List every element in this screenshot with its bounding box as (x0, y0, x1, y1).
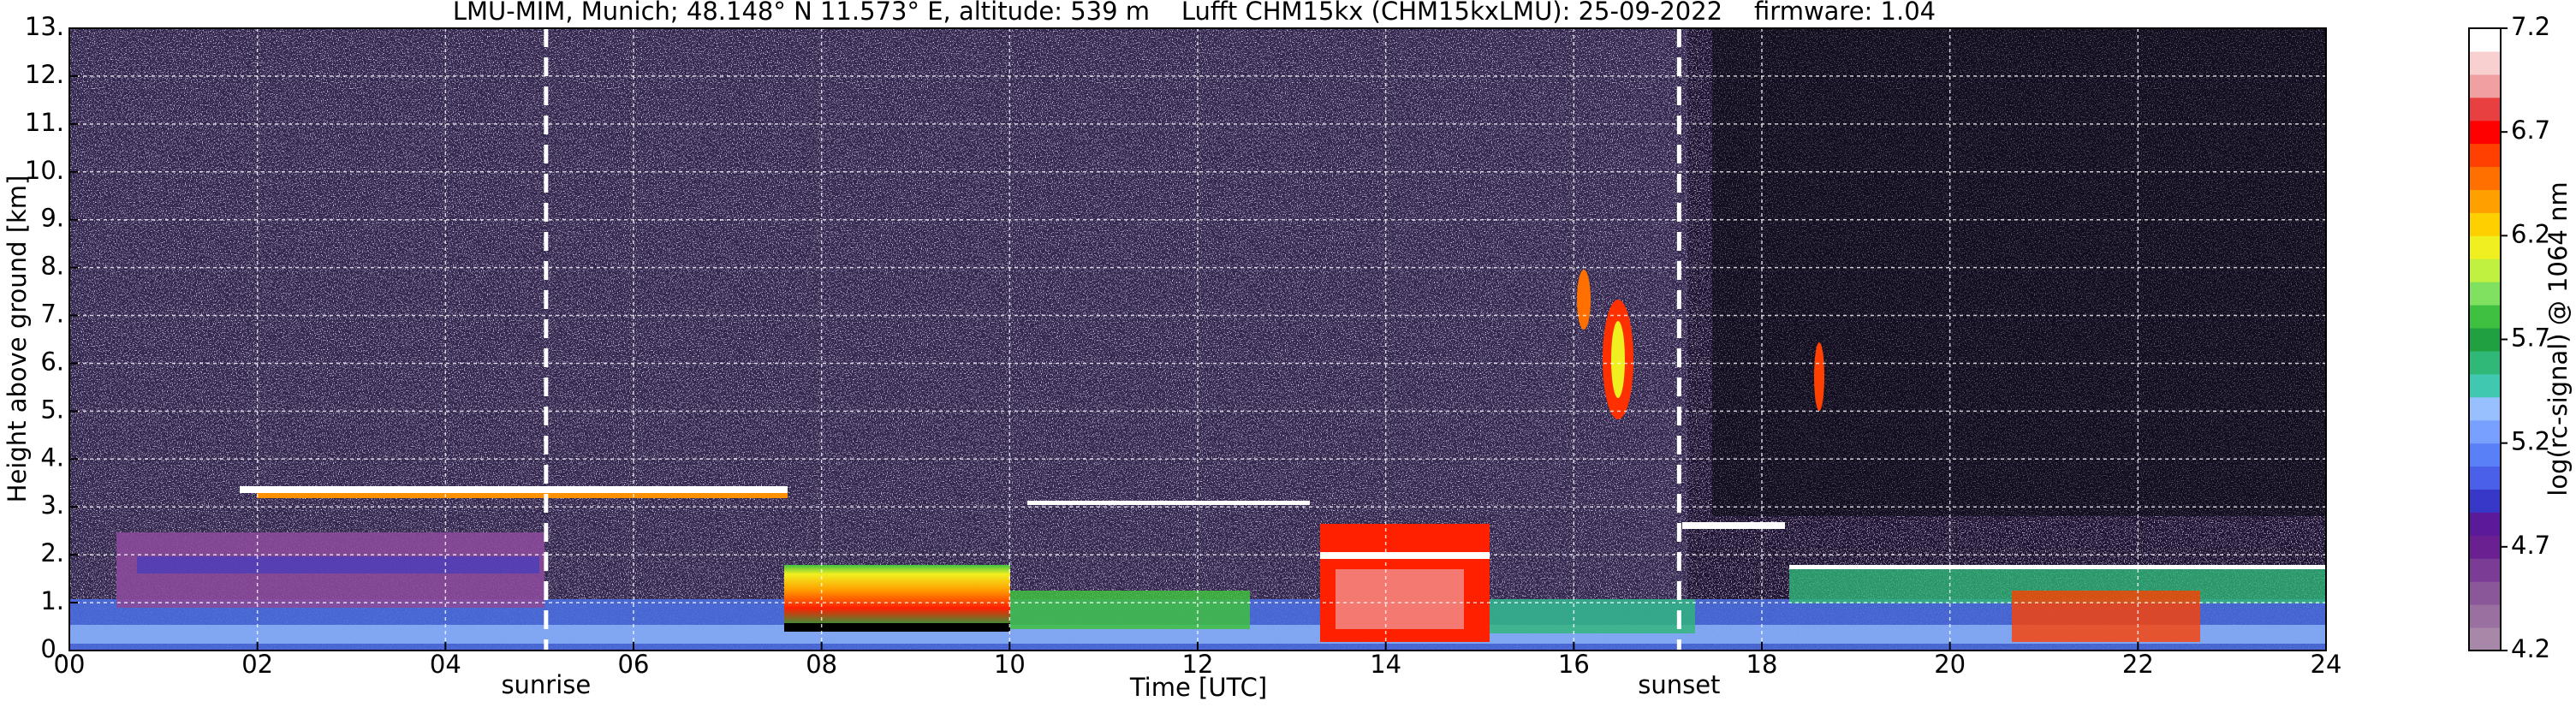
residual-layer-core (137, 556, 539, 573)
x-axis-label: Time [UTC] (1129, 673, 1267, 702)
x-tick-label: 24 (2311, 650, 2342, 679)
colorbar-segment (2469, 282, 2501, 306)
y-tick-label: 0. (40, 634, 64, 663)
gap (784, 623, 1010, 632)
colorbar-label: log(rc-signal) @ 1064 nm (2543, 181, 2573, 496)
y-tick-label: 12. (25, 60, 64, 89)
colorbar-segment (2469, 558, 2501, 582)
colorbar-tick-label: 6.7 (2511, 116, 2550, 145)
colorbar-segment (2469, 258, 2501, 282)
colorbar-segment (2469, 443, 2501, 467)
colorbar-segment (2469, 604, 2501, 628)
x-tick-label: 04 (430, 650, 461, 679)
x-tick-label: 02 (241, 650, 273, 679)
x-tick-label: 08 (806, 650, 837, 679)
aerosol-layer (2012, 591, 2200, 642)
y-tick-label: 4. (40, 443, 64, 472)
x-tick-label: 22 (2122, 650, 2154, 679)
colorbar-segment (2469, 212, 2501, 236)
colorbar-segment (2469, 305, 2501, 329)
y-tick-label: 8. (40, 252, 64, 281)
cloud-line (1682, 522, 1785, 529)
colorbar-segment (2469, 627, 2501, 651)
y-tick-label: 7. (40, 300, 64, 329)
x-tick-label: 06 (618, 650, 650, 679)
cloud-core (1336, 569, 1464, 629)
aerosol-layer (1490, 599, 1695, 633)
colorbar-tick-label: 4.7 (2511, 531, 2550, 560)
y-tick-label: 2. (40, 538, 64, 567)
cloud-cell (1577, 270, 1591, 330)
cloud-line (1789, 565, 2326, 569)
x-tick-label: 20 (1934, 650, 1966, 679)
colorbar-segment (2469, 97, 2501, 122)
y-tick-label: 1. (40, 586, 64, 615)
colorbar-segment (2469, 489, 2501, 513)
colorbar-segment (2469, 74, 2501, 98)
colorbar-segment (2469, 50, 2501, 75)
colorbar-segment (2469, 373, 2501, 398)
colorbar-segment (2469, 396, 2501, 421)
night-region (1712, 28, 2326, 516)
cloud-line (1027, 501, 1310, 505)
chart-title: LMU-MIM, Munich; 48.148° N 11.573° E, al… (453, 0, 1936, 26)
x-tick-label: 18 (1746, 650, 1778, 679)
x-tick-label: 14 (1370, 650, 1401, 679)
colorbar-tick-label: 5.2 (2511, 427, 2550, 456)
y-tick-label: 5. (40, 395, 64, 424)
colorbar-tick-label: 4.2 (2511, 634, 2550, 663)
colorbar-segment (2469, 512, 2501, 536)
x-tick-label: 00 (54, 650, 86, 679)
colorbar-tick-label: 7.2 (2511, 12, 2550, 41)
colorbar-segment (2469, 581, 2501, 605)
cloud-line-edge (257, 493, 788, 498)
colorbar-segment (2469, 466, 2501, 490)
colorbar-tick-label: 5.7 (2511, 324, 2550, 353)
colorbar-segment (2469, 419, 2501, 444)
colorbar-segment (2469, 235, 2501, 259)
event-label: sunrise (501, 670, 591, 699)
y-tick-label: 3. (40, 490, 64, 520)
event-label: sunset (1638, 670, 1720, 699)
colorbar-segment (2469, 143, 2501, 168)
colorbar-segment (2469, 535, 2501, 559)
colorbar-segment (2469, 350, 2501, 375)
x-tick-label: 10 (994, 650, 1026, 679)
cloud-cell (1814, 342, 1824, 411)
colorbar-tick-label: 6.2 (2511, 219, 2550, 248)
y-tick-label: 10. (25, 156, 64, 185)
y-tick-label: 13. (25, 12, 64, 41)
colorbar-segment (2469, 166, 2501, 190)
cloud-line (240, 486, 788, 493)
y-tick-label: 6. (40, 347, 64, 376)
colorbar-segment (2469, 189, 2501, 213)
y-tick-label: 9. (40, 204, 64, 233)
y-axis-label: Height above ground [km] (3, 175, 32, 503)
colorbar-segment (2469, 120, 2501, 145)
cloud-cell-core (1611, 321, 1625, 398)
cloud-top (1320, 552, 1490, 559)
x-tick-label: 16 (1558, 650, 1590, 679)
y-tick-label: 11. (25, 108, 64, 137)
colorbar-segment (2469, 28, 2501, 52)
colorbar-segment (2469, 328, 2501, 352)
x-tick-label: 12 (1182, 650, 1214, 679)
aerosol-layer (1010, 591, 1250, 629)
aerosol-layer (784, 565, 1010, 627)
